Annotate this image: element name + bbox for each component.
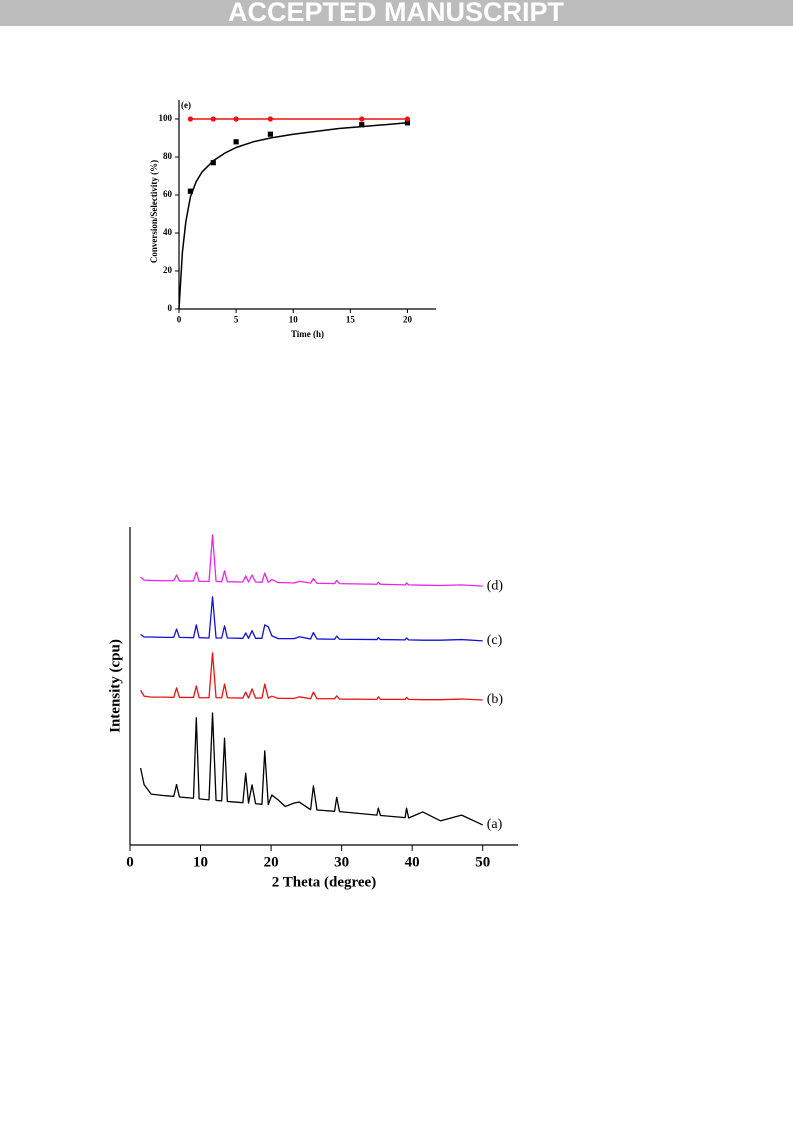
series-line — [140, 652, 483, 701]
x-tick-label: 40 — [405, 854, 420, 870]
header-title: ACCEPTED MANUSCRIPT — [228, 0, 565, 27]
marker — [233, 116, 239, 122]
x-tick-label: 30 — [334, 854, 349, 870]
x-tick-label: 50 — [475, 854, 490, 870]
y-tick-label: 20 — [163, 265, 173, 275]
y-axis-label: Intensity (cpu) — [107, 639, 123, 733]
marker — [359, 116, 365, 122]
marker — [233, 139, 239, 145]
y-tick-label: 40 — [163, 227, 173, 237]
x-tick-label: 20 — [403, 314, 413, 324]
y-axis-label: Conversion/Selectivity (%) — [149, 160, 159, 263]
y-tick-label: 80 — [163, 151, 173, 161]
x-tick-label: 0 — [126, 854, 134, 870]
marker — [267, 116, 273, 122]
x-axis-label: Time (h) — [291, 329, 324, 339]
x-tick-label: 15 — [346, 314, 356, 324]
series-line — [140, 534, 483, 587]
series-label: (b) — [487, 692, 504, 707]
series-line — [140, 596, 483, 642]
series-label: (a) — [487, 817, 503, 832]
x-tick-label: 10 — [193, 854, 208, 870]
y-tick-label: 60 — [163, 189, 173, 199]
marker — [404, 120, 411, 126]
series-label: (d) — [487, 578, 504, 593]
marker — [404, 116, 411, 122]
y-tick-label: 0 — [168, 303, 173, 313]
panel-label: (e) — [181, 100, 191, 110]
x-axis-label: 2 Theta (degree) — [272, 874, 376, 890]
x-tick-label: 5 — [234, 314, 239, 324]
series-line — [139, 712, 484, 826]
marker — [187, 116, 194, 122]
series-label: (c) — [487, 633, 503, 648]
marker — [210, 116, 216, 122]
marker — [210, 160, 216, 166]
x-tick-label: 0 — [177, 314, 182, 324]
marker — [187, 188, 194, 194]
marker — [267, 131, 273, 137]
series-line — [178, 122, 408, 310]
marker — [359, 122, 365, 128]
y-tick-label: 100 — [159, 113, 173, 123]
header-bar — [0, 0, 793, 26]
x-tick-label: 10 — [289, 314, 299, 324]
x-tick-label: 20 — [264, 854, 279, 870]
